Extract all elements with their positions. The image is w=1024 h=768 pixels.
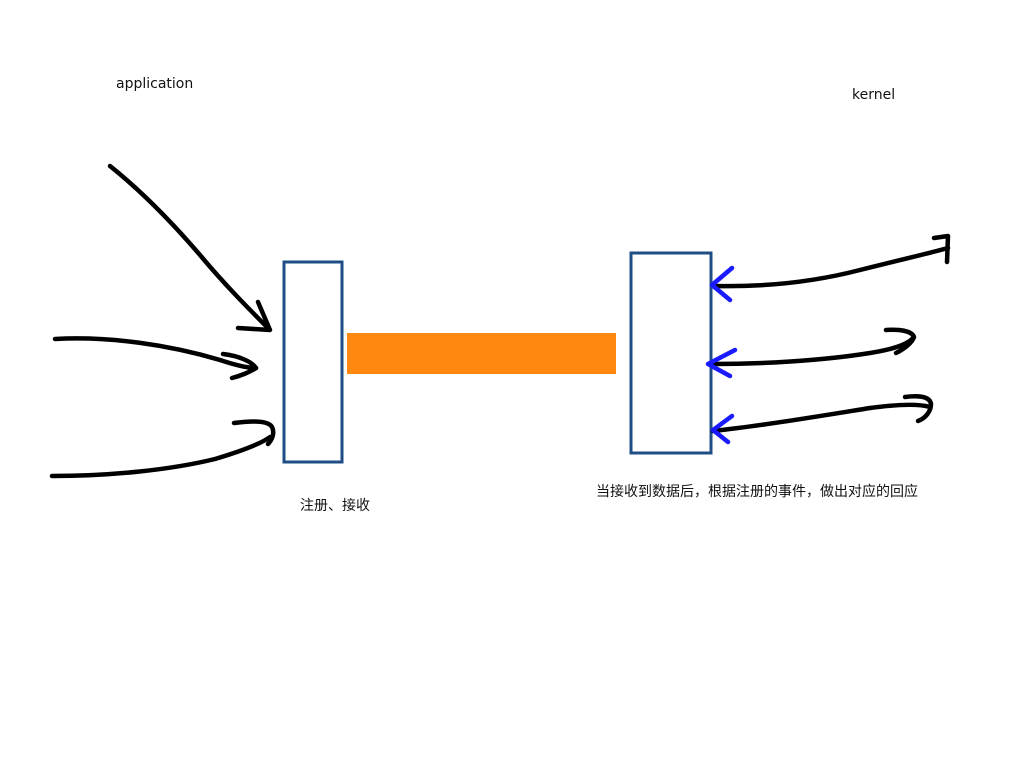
outgoing-arrow-1-head [709, 265, 735, 303]
outgoing-arrow-1 [711, 245, 951, 289]
incoming-arrow-2 [52, 336, 259, 371]
registration-box [282, 260, 344, 464]
outgoing-arrows [705, 233, 951, 445]
data-received-response-label: 当接收到数据后，根据注册的事件，做出对应的回应 [596, 484, 918, 500]
incoming-arrow-3 [49, 434, 273, 479]
orange-connector-bar [347, 333, 616, 374]
incoming-arrow-3-head [231, 419, 276, 447]
outgoing-arrow-3 [710, 402, 933, 434]
incoming-arrow-1-head [235, 299, 273, 333]
outgoing-arrow-2-tail [883, 327, 917, 356]
outgoing-arrow-1-tail [931, 233, 951, 265]
register-receive-label: 注册、接收 [300, 498, 370, 514]
incoming-arrow-1 [107, 163, 271, 331]
outgoing-arrow-2-head [705, 347, 738, 379]
dispatch-box [629, 251, 713, 455]
incoming-arrows [49, 163, 276, 479]
incoming-arrow-2-head [220, 351, 259, 381]
outgoing-arrow-2 [709, 335, 916, 367]
outgoing-arrow-3-head [710, 413, 735, 445]
outgoing-arrow-3-tail [902, 394, 934, 424]
application-label: application [116, 76, 194, 92]
kernel-label: kernel [852, 87, 896, 103]
